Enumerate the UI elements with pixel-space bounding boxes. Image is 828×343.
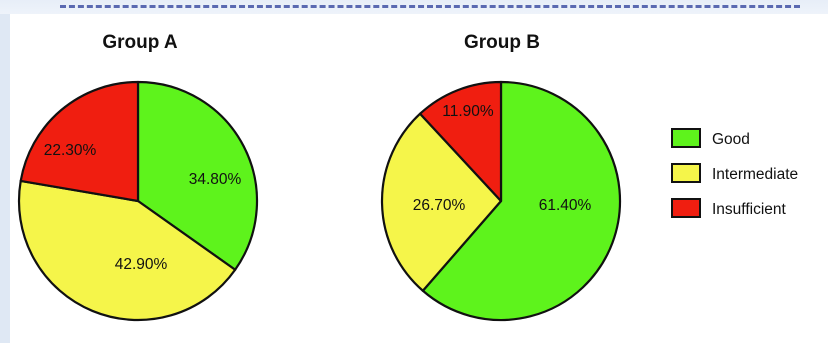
clipped-header-band (0, 0, 828, 14)
group-b-title: Group B (464, 32, 540, 53)
pie-group-b: 61.40% 26.70% 11.90% (380, 80, 622, 322)
legend-label-insufficient: Insufficient (712, 201, 787, 218)
group-a-title: Group A (102, 32, 178, 53)
group-b-label-insufficient: 11.90% (442, 103, 494, 120)
legend-swatch-insufficient (671, 198, 701, 218)
pie-group-a: 34.80% 42.90% 22.30% (17, 80, 259, 322)
group-a-slice-insufficient (19, 80, 140, 203)
group-a-label-insufficient: 22.30% (44, 142, 97, 159)
group-b-slice-insufficient (418, 80, 503, 203)
group-b-slice-good (421, 80, 622, 322)
group-b-label-good: 61.40% (539, 197, 592, 214)
group-a-slice-intermediate (17, 179, 237, 322)
group-a-label-good: 34.80% (189, 171, 242, 188)
group-b-label-intermediate: 26.70% (413, 197, 466, 214)
legend: Good Intermediate Insufficient (671, 128, 798, 218)
legend-swatch-good (671, 128, 701, 148)
group-b-slice-intermediate (380, 112, 503, 292)
group-a-slice-good (136, 80, 259, 271)
legend-label-good: Good (712, 131, 750, 148)
legend-swatch-intermediate (671, 163, 701, 183)
legend-label-intermediate: Intermediate (712, 166, 798, 183)
left-margin-strip (0, 14, 10, 343)
group-a-label-intermediate: 42.90% (115, 256, 168, 273)
clipped-header-text (60, 0, 800, 8)
